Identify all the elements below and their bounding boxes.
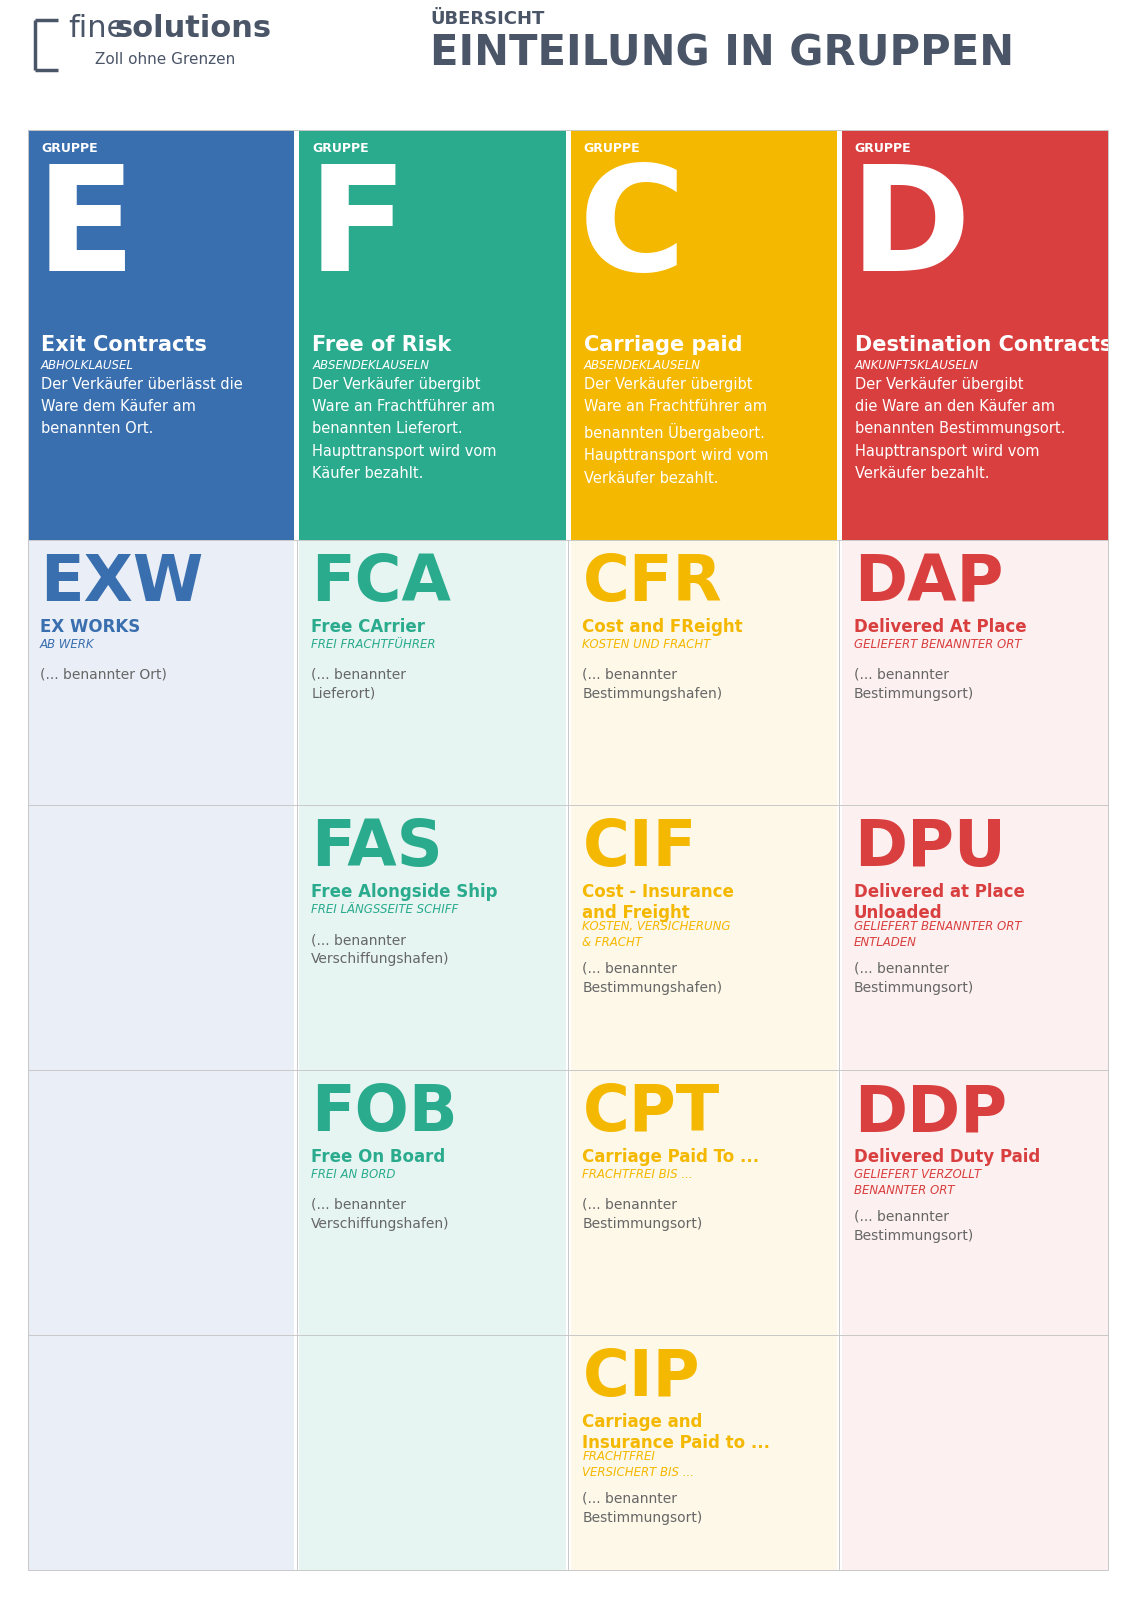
Text: (... benannter
Verschiffungshafen): (... benannter Verschiffungshafen) — [311, 1198, 450, 1230]
Bar — [299, 130, 566, 541]
Text: Free On Board: Free On Board — [311, 1149, 445, 1166]
Text: FRACHTFREI
VERSICHERT BIS ...: FRACHTFREI VERSICHERT BIS ... — [583, 1450, 694, 1478]
Text: F: F — [307, 160, 407, 301]
Text: FAS: FAS — [311, 818, 443, 878]
Text: C: C — [578, 160, 685, 301]
Text: Destination Contracts: Destination Contracts — [854, 334, 1112, 355]
Text: (... benannter
Verschiffungshafen): (... benannter Verschiffungshafen) — [311, 933, 450, 966]
Text: GRUPPE: GRUPPE — [584, 142, 640, 155]
Bar — [299, 1070, 566, 1334]
Text: (... benannter
Bestimmungshafen): (... benannter Bestimmungshafen) — [583, 962, 722, 995]
Text: ÜBERSICHT: ÜBERSICHT — [431, 10, 544, 27]
Text: CFR: CFR — [583, 552, 722, 614]
Text: EX WORKS: EX WORKS — [40, 618, 140, 635]
Text: DDP: DDP — [854, 1082, 1006, 1144]
Text: Cost and FReight: Cost and FReight — [583, 618, 743, 635]
Text: Carriage and
Insurance Paid to ...: Carriage and Insurance Paid to ... — [583, 1413, 770, 1453]
Text: GELIEFERT VERZOLLT
BENANNTER ORT: GELIEFERT VERZOLLT BENANNTER ORT — [854, 1168, 980, 1197]
Text: GELIEFERT BENANNTER ORT: GELIEFERT BENANNTER ORT — [854, 638, 1021, 651]
Text: KOSTEN, VERSICHERUNG
& FRACHT: KOSTEN, VERSICHERUNG & FRACHT — [583, 920, 730, 949]
Bar — [570, 1070, 837, 1334]
Text: Exit Contracts: Exit Contracts — [41, 334, 207, 355]
Text: solutions: solutions — [114, 14, 272, 43]
Bar — [842, 1070, 1108, 1334]
Text: (... benannter
Bestimmungsort): (... benannter Bestimmungsort) — [854, 962, 974, 995]
Text: GRUPPE: GRUPPE — [312, 142, 369, 155]
Text: Delivered At Place: Delivered At Place — [854, 618, 1026, 635]
Text: D: D — [850, 160, 971, 301]
Bar — [842, 805, 1108, 1070]
Text: E: E — [36, 160, 135, 301]
Text: ABHOLKLAUSEL: ABHOLKLAUSEL — [41, 358, 134, 371]
Text: GELIEFERT BENANNTER ORT
ENTLADEN: GELIEFERT BENANNTER ORT ENTLADEN — [854, 920, 1021, 949]
Text: DPU: DPU — [854, 818, 1005, 878]
Bar — [570, 1334, 837, 1570]
Bar — [299, 1334, 566, 1570]
Text: (... benannter
Bestimmungsort): (... benannter Bestimmungsort) — [854, 669, 974, 701]
Text: FCA: FCA — [311, 552, 451, 614]
Text: FREI FRACHTFÜHRER: FREI FRACHTFÜHRER — [311, 638, 436, 651]
Text: (... benannter Ort): (... benannter Ort) — [40, 669, 167, 682]
Text: Der Verkäufer übergibt
Ware an Frachtführer am
benannten Lieferort.
Haupttranspo: Der Verkäufer übergibt Ware an Frachtfüh… — [312, 378, 496, 480]
Text: CIP: CIP — [583, 1347, 700, 1410]
Text: CPT: CPT — [583, 1082, 720, 1144]
Text: Carriage paid: Carriage paid — [584, 334, 742, 355]
Text: AB WERK: AB WERK — [40, 638, 94, 651]
Text: Cost - Insurance
and Freight: Cost - Insurance and Freight — [583, 883, 734, 923]
Text: Zoll ohne Grenzen: Zoll ohne Grenzen — [95, 51, 235, 67]
Text: FOB: FOB — [311, 1082, 458, 1144]
Text: DAP: DAP — [854, 552, 1003, 614]
Bar — [842, 541, 1108, 805]
Bar — [299, 805, 566, 1070]
Bar — [299, 541, 566, 805]
Text: Free CArrier: Free CArrier — [311, 618, 425, 635]
Text: fine: fine — [68, 14, 125, 43]
Text: Delivered Duty Paid: Delivered Duty Paid — [854, 1149, 1039, 1166]
Text: FREI AN BORD: FREI AN BORD — [311, 1168, 395, 1181]
Text: (... benannter
Bestimmungsort): (... benannter Bestimmungsort) — [583, 1198, 703, 1230]
Bar — [570, 130, 837, 541]
Text: KOSTEN UND FRACHT: KOSTEN UND FRACHT — [583, 638, 711, 651]
Text: Delivered at Place
Unloaded: Delivered at Place Unloaded — [854, 883, 1025, 923]
Text: GRUPPE: GRUPPE — [854, 142, 911, 155]
Bar — [842, 1334, 1108, 1570]
Text: (... benannter
Lieferort): (... benannter Lieferort) — [311, 669, 407, 701]
Bar — [28, 805, 294, 1070]
Text: FREI LÄNGSSEITE SCHIFF: FREI LÄNGSSEITE SCHIFF — [311, 902, 459, 915]
Bar — [28, 130, 294, 541]
Bar — [570, 541, 837, 805]
Text: (... benannter
Bestimmungsort): (... benannter Bestimmungsort) — [854, 1210, 974, 1243]
Text: EINTEILUNG IN GRUPPEN: EINTEILUNG IN GRUPPEN — [431, 32, 1014, 74]
Text: CIF: CIF — [583, 818, 696, 878]
Text: ANKUNFTSKLAUSELN: ANKUNFTSKLAUSELN — [854, 358, 979, 371]
Text: FRACHTFREI BIS ...: FRACHTFREI BIS ... — [583, 1168, 693, 1181]
Text: GRUPPE: GRUPPE — [41, 142, 98, 155]
Bar — [28, 541, 294, 805]
Bar — [842, 130, 1108, 541]
Text: ABSENDEKLAUSELN: ABSENDEKLAUSELN — [312, 358, 429, 371]
Text: (... benannter
Bestimmungshafen): (... benannter Bestimmungshafen) — [583, 669, 722, 701]
Text: Der Verkäufer übergibt
die Ware an den Käufer am
benannten Bestimmungsort.
Haupt: Der Verkäufer übergibt die Ware an den K… — [854, 378, 1066, 480]
Text: (... benannter
Bestimmungsort): (... benannter Bestimmungsort) — [583, 1491, 703, 1525]
Text: Free Alongside Ship: Free Alongside Ship — [311, 883, 498, 901]
Bar — [570, 805, 837, 1070]
Text: Carriage Paid To ...: Carriage Paid To ... — [583, 1149, 760, 1166]
Bar — [28, 1334, 294, 1570]
Text: Der Verkäufer überlässt die
Ware dem Käufer am
benannten Ort.: Der Verkäufer überlässt die Ware dem Käu… — [41, 378, 243, 437]
Text: Free of Risk: Free of Risk — [312, 334, 451, 355]
Text: ABSENDEKLAUSELN: ABSENDEKLAUSELN — [584, 358, 701, 371]
Text: Der Verkäufer übergibt
Ware an Frachtführer am
benannten Übergabeort.
Haupttrans: Der Verkäufer übergibt Ware an Frachtfüh… — [584, 378, 768, 486]
Bar — [28, 1070, 294, 1334]
Text: EXW: EXW — [40, 552, 203, 614]
